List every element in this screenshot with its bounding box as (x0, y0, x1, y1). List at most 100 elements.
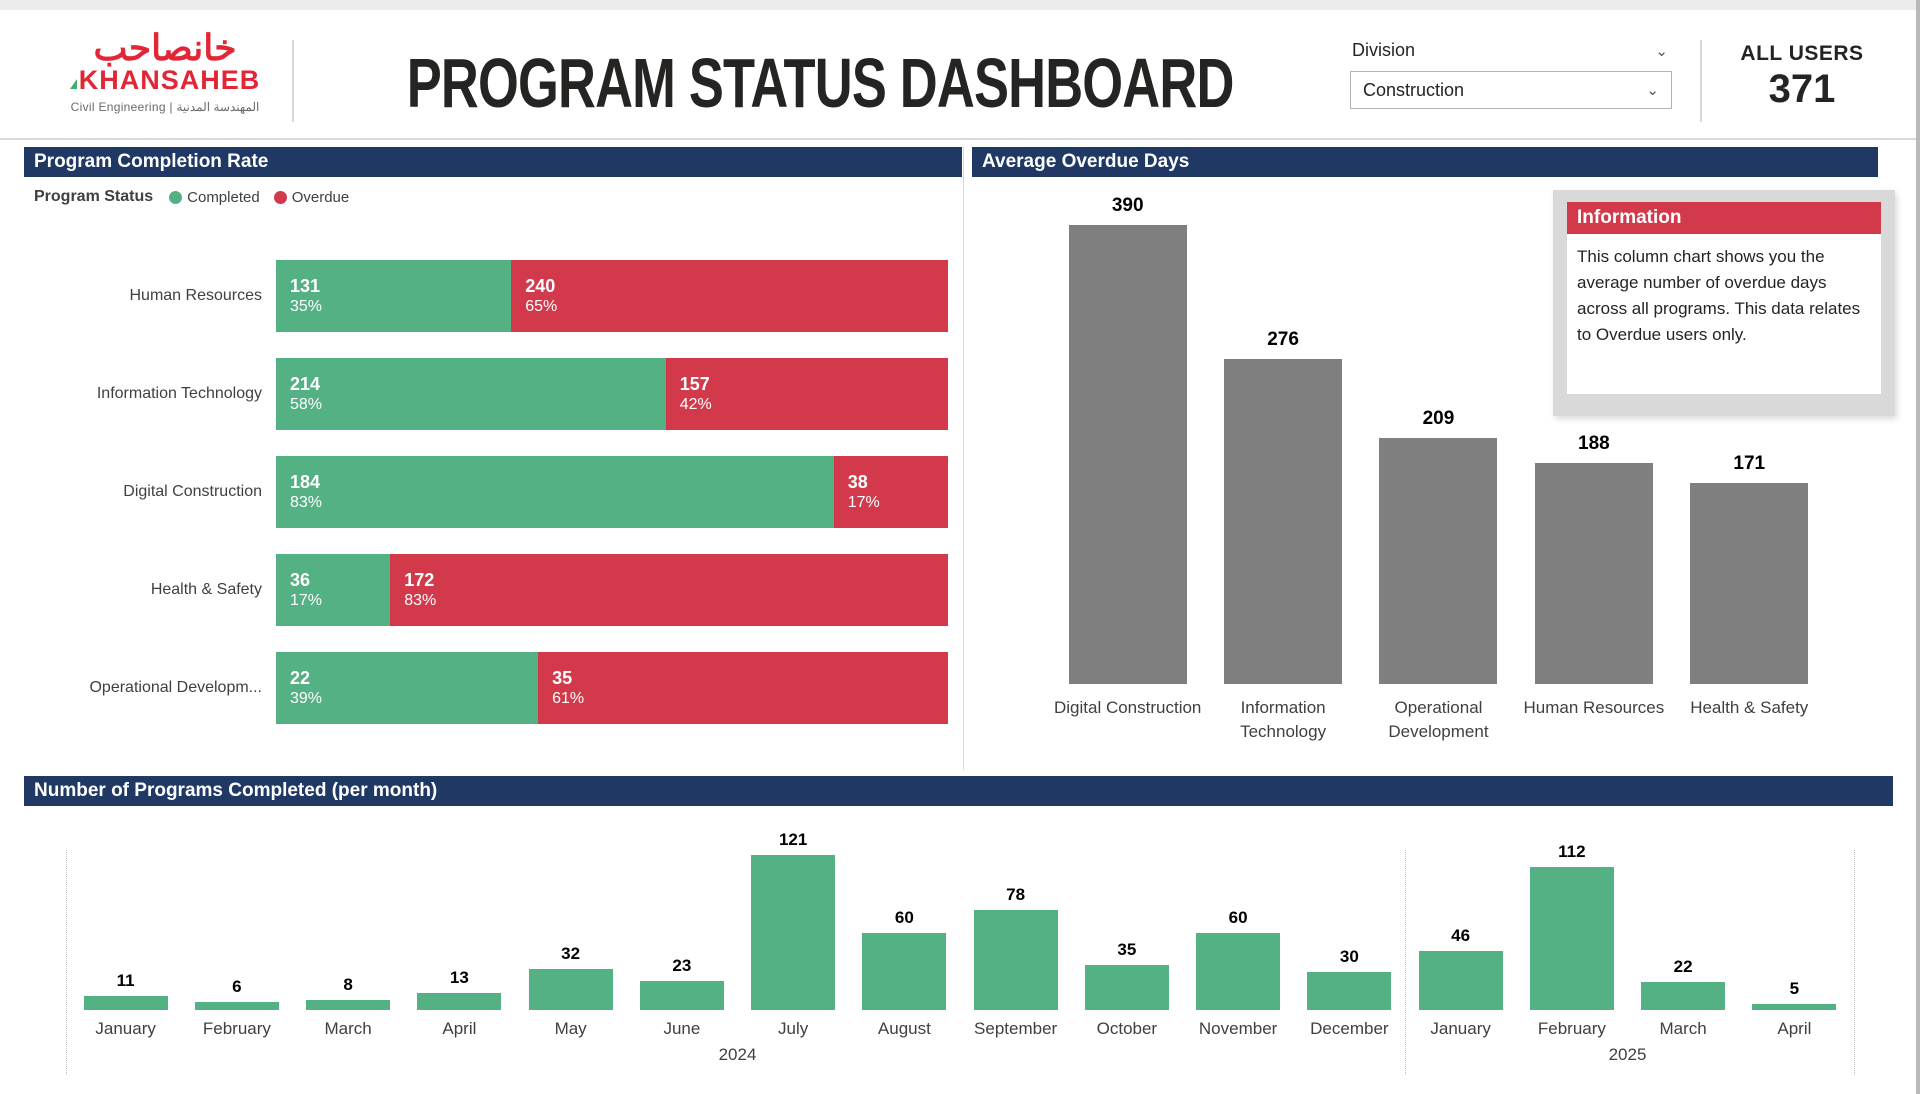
info-tooltip-body: This column chart shows you the average … (1567, 234, 1881, 394)
completion-panel-title: Program Completion Rate (24, 147, 962, 177)
scrollbar[interactable] (1916, 0, 1920, 1094)
month-bar[interactable] (1084, 965, 1169, 1010)
segment-overdue[interactable]: 240 65% (511, 260, 948, 332)
month-bar[interactable] (528, 969, 613, 1010)
page-title: PROGRAM STATUS DASHBOARD (406, 44, 1235, 122)
month-value: 60 (1228, 908, 1248, 927)
month-bar[interactable] (417, 993, 502, 1010)
month-label-cell: February (1516, 1010, 1627, 1039)
segment-completed[interactable]: 214 58% (276, 358, 666, 430)
month-label: October (1096, 1019, 1158, 1038)
month-column: 23 (626, 830, 737, 1010)
segment-percent: 17% (847, 494, 880, 512)
category-label: Operational Developm... (89, 679, 262, 696)
month-column-barbox: 46 (1418, 830, 1503, 1010)
month-bar[interactable] (1752, 1004, 1837, 1010)
segment-value: 131 (290, 275, 321, 296)
completion-chart: Human Resources 131 35% 240 65% Information T… (24, 260, 948, 750)
month-label-cell: January (1405, 1010, 1516, 1039)
month-value: 13 (449, 968, 469, 987)
legend-item-completed[interactable]: Completed (169, 189, 260, 206)
month-bar[interactable] (1641, 982, 1726, 1010)
dropdown-chevron-icon[interactable]: ⌄ (1646, 82, 1659, 99)
segment-completed[interactable]: 184 83% (276, 456, 834, 528)
division-slicer: Division ⌄ Construction ⌄ (1350, 40, 1672, 109)
overdue-column-barbox: 390 (1068, 190, 1187, 684)
month-value: 23 (672, 956, 692, 975)
overdue-column: 171 Health & Safety (1672, 190, 1827, 744)
month-column: 8 (293, 830, 404, 1010)
month-bar[interactable] (306, 1000, 391, 1010)
year-label: 2025 (1608, 1045, 1647, 1064)
segment-percent: 83% (290, 494, 323, 512)
completion-legend: Program Status Completed Overdue (34, 188, 363, 206)
monthly-chart-bars: 11 6 8 13 32 23 121 60 78 35 60 30 46 112 22 5 (66, 830, 1855, 1075)
overdue-column: 188 Human Resources (1516, 190, 1671, 744)
month-bar[interactable] (1196, 933, 1281, 1010)
month-bar[interactable] (639, 981, 724, 1010)
column-bar[interactable] (1068, 225, 1187, 684)
month-bar[interactable] (83, 996, 168, 1010)
month-label: May (554, 1019, 587, 1038)
month-value: 121 (778, 830, 808, 849)
month-label-cell: June (626, 1010, 737, 1039)
month-label-cell: March (293, 1010, 404, 1039)
column-bar[interactable] (1534, 463, 1653, 684)
segment-overdue[interactable]: 38 17% (833, 456, 948, 528)
overdue-column-barbox: 209 (1379, 190, 1498, 684)
header-divider-right (1700, 40, 1702, 122)
segment-overdue[interactable]: 172 83% (390, 554, 948, 626)
month-column-barbox: 13 (417, 830, 502, 1010)
month-bar[interactable] (862, 933, 947, 1010)
overdue-dot-icon (273, 190, 287, 204)
segment-overdue[interactable]: 35 61% (538, 652, 948, 724)
segment-percent: 83% (404, 592, 437, 610)
month-label: April (1777, 1019, 1812, 1038)
month-label: February (202, 1019, 271, 1038)
column-label: Operational Development (1388, 698, 1489, 741)
monthly-chart: 11 6 8 13 32 23 121 60 78 35 60 30 46 112 22 5 January F… (66, 830, 1855, 1075)
logo-name-text: KHANSAHEB (69, 65, 261, 96)
column-bar[interactable] (1379, 438, 1498, 684)
monthly-chart-years: 2024 2025 (70, 1045, 1850, 1065)
info-tooltip-title: Information (1567, 202, 1881, 234)
month-label: April (442, 1019, 477, 1038)
month-value: 11 (116, 971, 135, 990)
all-users-card: ALL USERS 371 (1712, 42, 1892, 112)
month-column: 30 (1294, 830, 1405, 1010)
month-column-barbox: 11 (83, 830, 168, 1010)
segment-value: 35 (552, 667, 573, 688)
overdue-column: 276 Information Technology (1205, 190, 1360, 744)
month-bar[interactable] (1307, 972, 1392, 1010)
slicer-collapse-chevron-icon[interactable]: ⌄ (1655, 42, 1668, 60)
completion-row: Operational Developm... 22 39% 35 61% (24, 652, 948, 724)
month-bar[interactable] (194, 1002, 279, 1010)
column-bar[interactable] (1690, 483, 1809, 684)
month-label-cell: January (70, 1010, 181, 1039)
month-value: 60 (894, 908, 914, 927)
month-column-barbox: 6 (194, 830, 279, 1010)
month-column: 32 (515, 830, 626, 1010)
segment-completed[interactable]: 131 35% (276, 260, 512, 332)
column-label: Health & Safety (1690, 698, 1809, 717)
month-bar[interactable] (1529, 867, 1614, 1010)
completion-row: Information Technology 214 58% 157 42% (24, 358, 948, 430)
overdue-column: 390 Digital Construction (1050, 190, 1205, 744)
completion-row: Human Resources 131 35% 240 65% (24, 260, 948, 332)
month-value: 6 (232, 977, 242, 996)
stacked-bar: 214 58% 157 42% (276, 358, 948, 430)
month-bar[interactable] (1418, 951, 1503, 1010)
column-bar[interactable] (1224, 359, 1343, 684)
segment-completed[interactable]: 36 17% (276, 554, 391, 626)
legend-item-overdue[interactable]: Overdue (273, 189, 349, 206)
month-label: December (1310, 1019, 1389, 1038)
segment-completed[interactable]: 22 39% (276, 652, 539, 724)
segment-overdue[interactable]: 157 42% (665, 358, 948, 430)
legend-title: Program Status (34, 188, 154, 205)
month-value: 35 (1117, 940, 1137, 959)
month-bar[interactable] (751, 855, 836, 1010)
logo-green-accent-icon (69, 79, 77, 89)
month-bar[interactable] (973, 910, 1058, 1010)
division-dropdown[interactable]: Construction ⌄ (1350, 71, 1672, 109)
month-label-cell: November (1183, 1010, 1294, 1039)
